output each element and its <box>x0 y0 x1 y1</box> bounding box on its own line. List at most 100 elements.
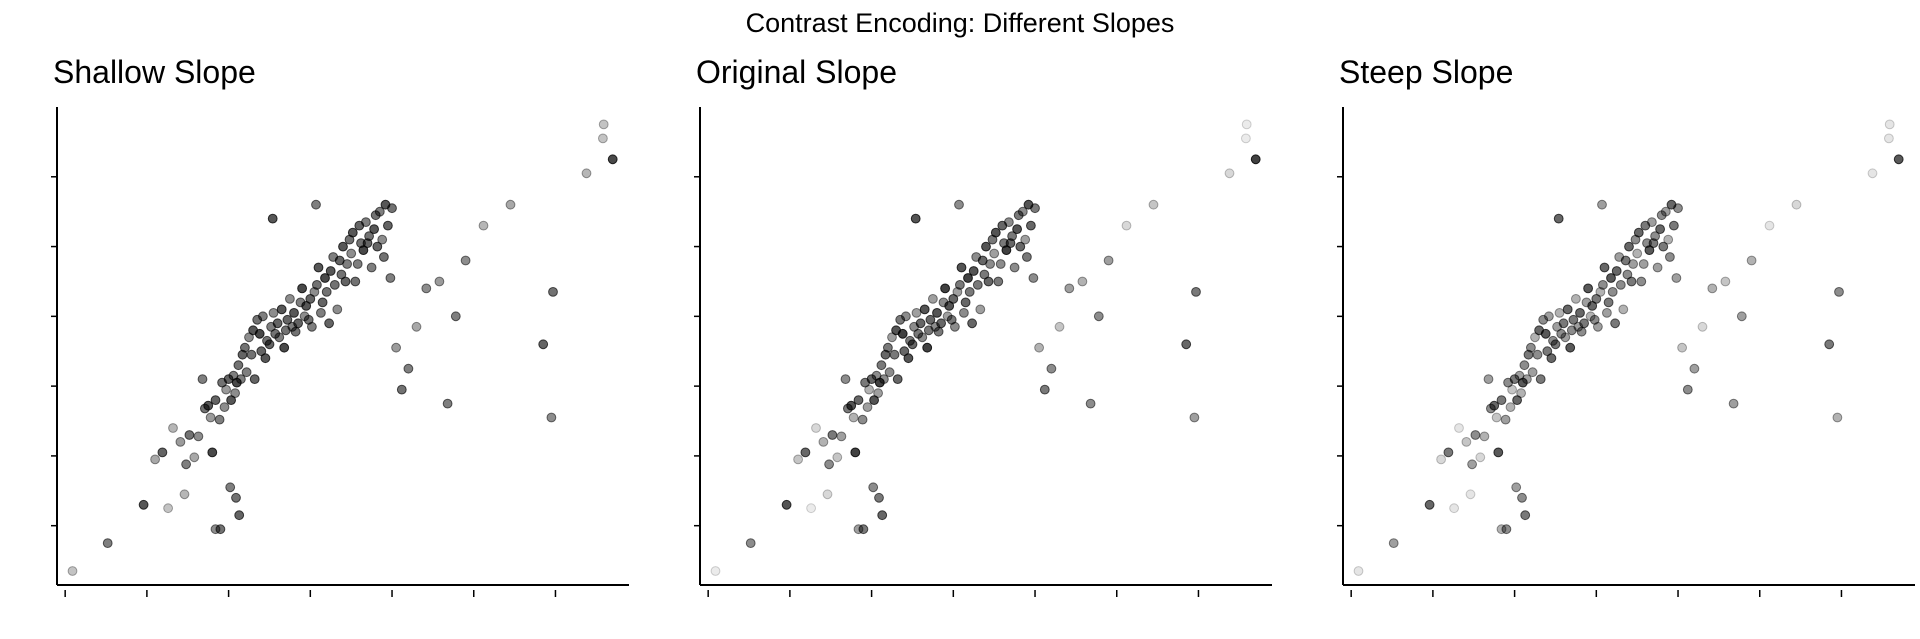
scatter-point <box>985 259 996 269</box>
scatter-point <box>1764 220 1775 231</box>
scatter-point <box>264 339 275 350</box>
scatter-point <box>254 328 265 339</box>
scatter-point <box>1591 294 1602 304</box>
scatter-point <box>995 259 1006 269</box>
scatter-point <box>940 283 951 294</box>
scatter-point <box>350 276 361 287</box>
scatter-point <box>385 273 396 283</box>
scatter-point <box>1012 224 1023 235</box>
scatter-point <box>1660 206 1671 217</box>
scatter-point <box>219 402 230 413</box>
scatter-point <box>1540 328 1551 339</box>
scatter-point <box>460 255 471 266</box>
scatter-point <box>862 402 873 413</box>
scatter-point <box>874 492 884 503</box>
scatter-point <box>1489 400 1500 411</box>
subplot-original-slope: Original Slope <box>694 52 1286 612</box>
scatter-point <box>168 423 178 433</box>
scatter-point <box>210 395 221 406</box>
scatter-point <box>193 431 204 442</box>
scatter-point <box>272 318 283 329</box>
scatter-point <box>911 308 922 318</box>
scatter-point <box>163 503 173 514</box>
scatter-point <box>897 328 908 339</box>
scatter-point <box>372 241 383 252</box>
scatter-point <box>352 259 363 269</box>
scatter-point <box>1507 384 1518 395</box>
scatter-point <box>915 318 926 329</box>
scatter-point <box>745 538 756 549</box>
scatter-point <box>1603 297 1614 308</box>
scatter-point <box>869 395 880 406</box>
scatter-point <box>184 430 195 440</box>
scatter-point <box>231 492 241 503</box>
scatter-point <box>1884 119 1895 130</box>
scatter-point <box>157 447 168 458</box>
scatter-point <box>1121 220 1132 231</box>
scatter-point <box>922 342 933 353</box>
scatter-point <box>1589 314 1600 325</box>
scatter-point <box>505 199 516 210</box>
scatter-point <box>1607 287 1618 297</box>
scatter-point <box>340 276 351 287</box>
scatter-point <box>1575 308 1585 318</box>
scatter-point <box>1610 318 1621 329</box>
scatter-point <box>858 524 869 535</box>
scatter-point <box>1516 388 1527 399</box>
scatter-point <box>1501 524 1512 535</box>
scatter-point <box>800 447 811 458</box>
scatter-point <box>189 452 200 463</box>
scatter-point <box>548 287 558 297</box>
scatter-point <box>1030 203 1040 214</box>
scatter-point <box>1465 489 1476 500</box>
scatter-point <box>968 266 979 276</box>
scatter-point <box>1224 168 1235 179</box>
scatter-point <box>1500 414 1511 425</box>
scatter-point <box>1517 377 1528 388</box>
scatter-point <box>1191 287 1201 297</box>
scatter-points <box>67 119 618 576</box>
scatter-point <box>274 332 285 343</box>
scatter-point <box>1554 308 1565 318</box>
scatter-point <box>1576 326 1587 337</box>
scatter-point <box>1663 234 1674 245</box>
scatter-point <box>1550 339 1561 350</box>
scatter-point <box>1562 304 1573 315</box>
scatter-point <box>249 374 260 385</box>
scatter-point <box>1624 241 1634 252</box>
scatter-point <box>925 314 936 325</box>
scatter-point <box>1673 203 1683 214</box>
scatter-point <box>1538 314 1549 325</box>
scatter-point <box>102 538 113 549</box>
scatter-point <box>236 374 246 385</box>
scatter-point <box>824 459 835 470</box>
scatter-point <box>387 203 397 214</box>
scatter-point <box>312 280 322 290</box>
scatter-point <box>1736 311 1747 322</box>
scatter-point <box>1519 360 1530 371</box>
scatter-point <box>329 280 340 290</box>
scatter-point <box>1015 241 1026 252</box>
scatter-point <box>1483 374 1494 385</box>
scatter-point <box>546 412 557 423</box>
scatter-point <box>289 308 299 318</box>
scatter-point <box>364 231 375 242</box>
scatter-point <box>1556 328 1567 339</box>
scatter-point <box>990 227 1001 238</box>
scatter-point <box>1834 287 1844 297</box>
scatter-point <box>1496 395 1507 406</box>
scatter-plot <box>694 107 1272 597</box>
subplot-title: Shallow Slope <box>53 54 256 90</box>
scatter-point <box>598 133 608 144</box>
scatter-point <box>1628 259 1639 269</box>
scatter-point <box>1034 342 1045 353</box>
scatter-point <box>710 566 721 576</box>
scatter-point <box>864 384 875 395</box>
scatter-point <box>877 510 888 521</box>
scatter-point <box>827 430 838 440</box>
scatter-point <box>1583 283 1594 294</box>
scatter-point <box>268 308 279 318</box>
scatter-point <box>1544 311 1554 322</box>
scatter-point <box>332 304 343 315</box>
scatter-point <box>1009 262 1020 273</box>
